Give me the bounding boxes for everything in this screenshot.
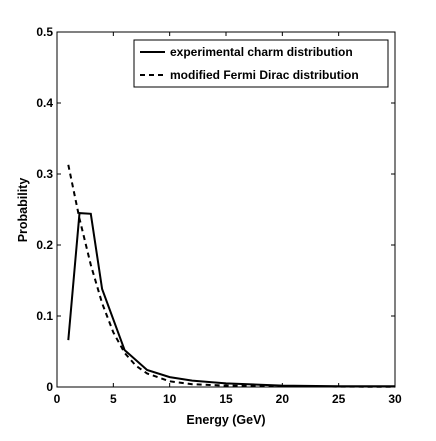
x-tick-label: 5	[110, 392, 117, 406]
y-tick-label: 0.4	[36, 96, 53, 110]
legend-label-fermi-dirac: modified Fermi Dirac distribution	[170, 68, 359, 82]
y-tick-label: 0.3	[36, 167, 53, 181]
y-tick-label: 0.2	[36, 238, 53, 252]
x-axis-label: Energy (GeV)	[186, 413, 265, 427]
y-ticks: 0 0.1 0.2 0.3 0.4 0.5	[36, 25, 395, 394]
legend-label-experimental: experimental charm distribution	[170, 45, 353, 59]
x-tick-label: 15	[219, 392, 233, 406]
y-axis-label: Probability	[16, 178, 30, 243]
x-tick-label: 25	[332, 392, 346, 406]
legend-box	[133, 39, 389, 88]
series-line-fermi-dirac	[67, 164, 396, 388]
x-tick-label: 10	[163, 392, 177, 406]
x-tick-label: 20	[276, 392, 290, 406]
x-tick-label: 0	[54, 392, 61, 406]
x-ticks: 0 5 10 15 20 25 30	[54, 32, 402, 406]
legend: experimental charm distribution modified…	[133, 39, 389, 88]
series-line-experimental	[67, 212, 395, 388]
series-layer	[67, 164, 396, 388]
y-tick-label: 0.5	[36, 25, 53, 39]
x-tick-label: 30	[388, 392, 402, 406]
y-tick-label: 0	[46, 380, 53, 394]
plot-area	[57, 32, 395, 387]
y-tick-label: 0.1	[36, 309, 53, 323]
